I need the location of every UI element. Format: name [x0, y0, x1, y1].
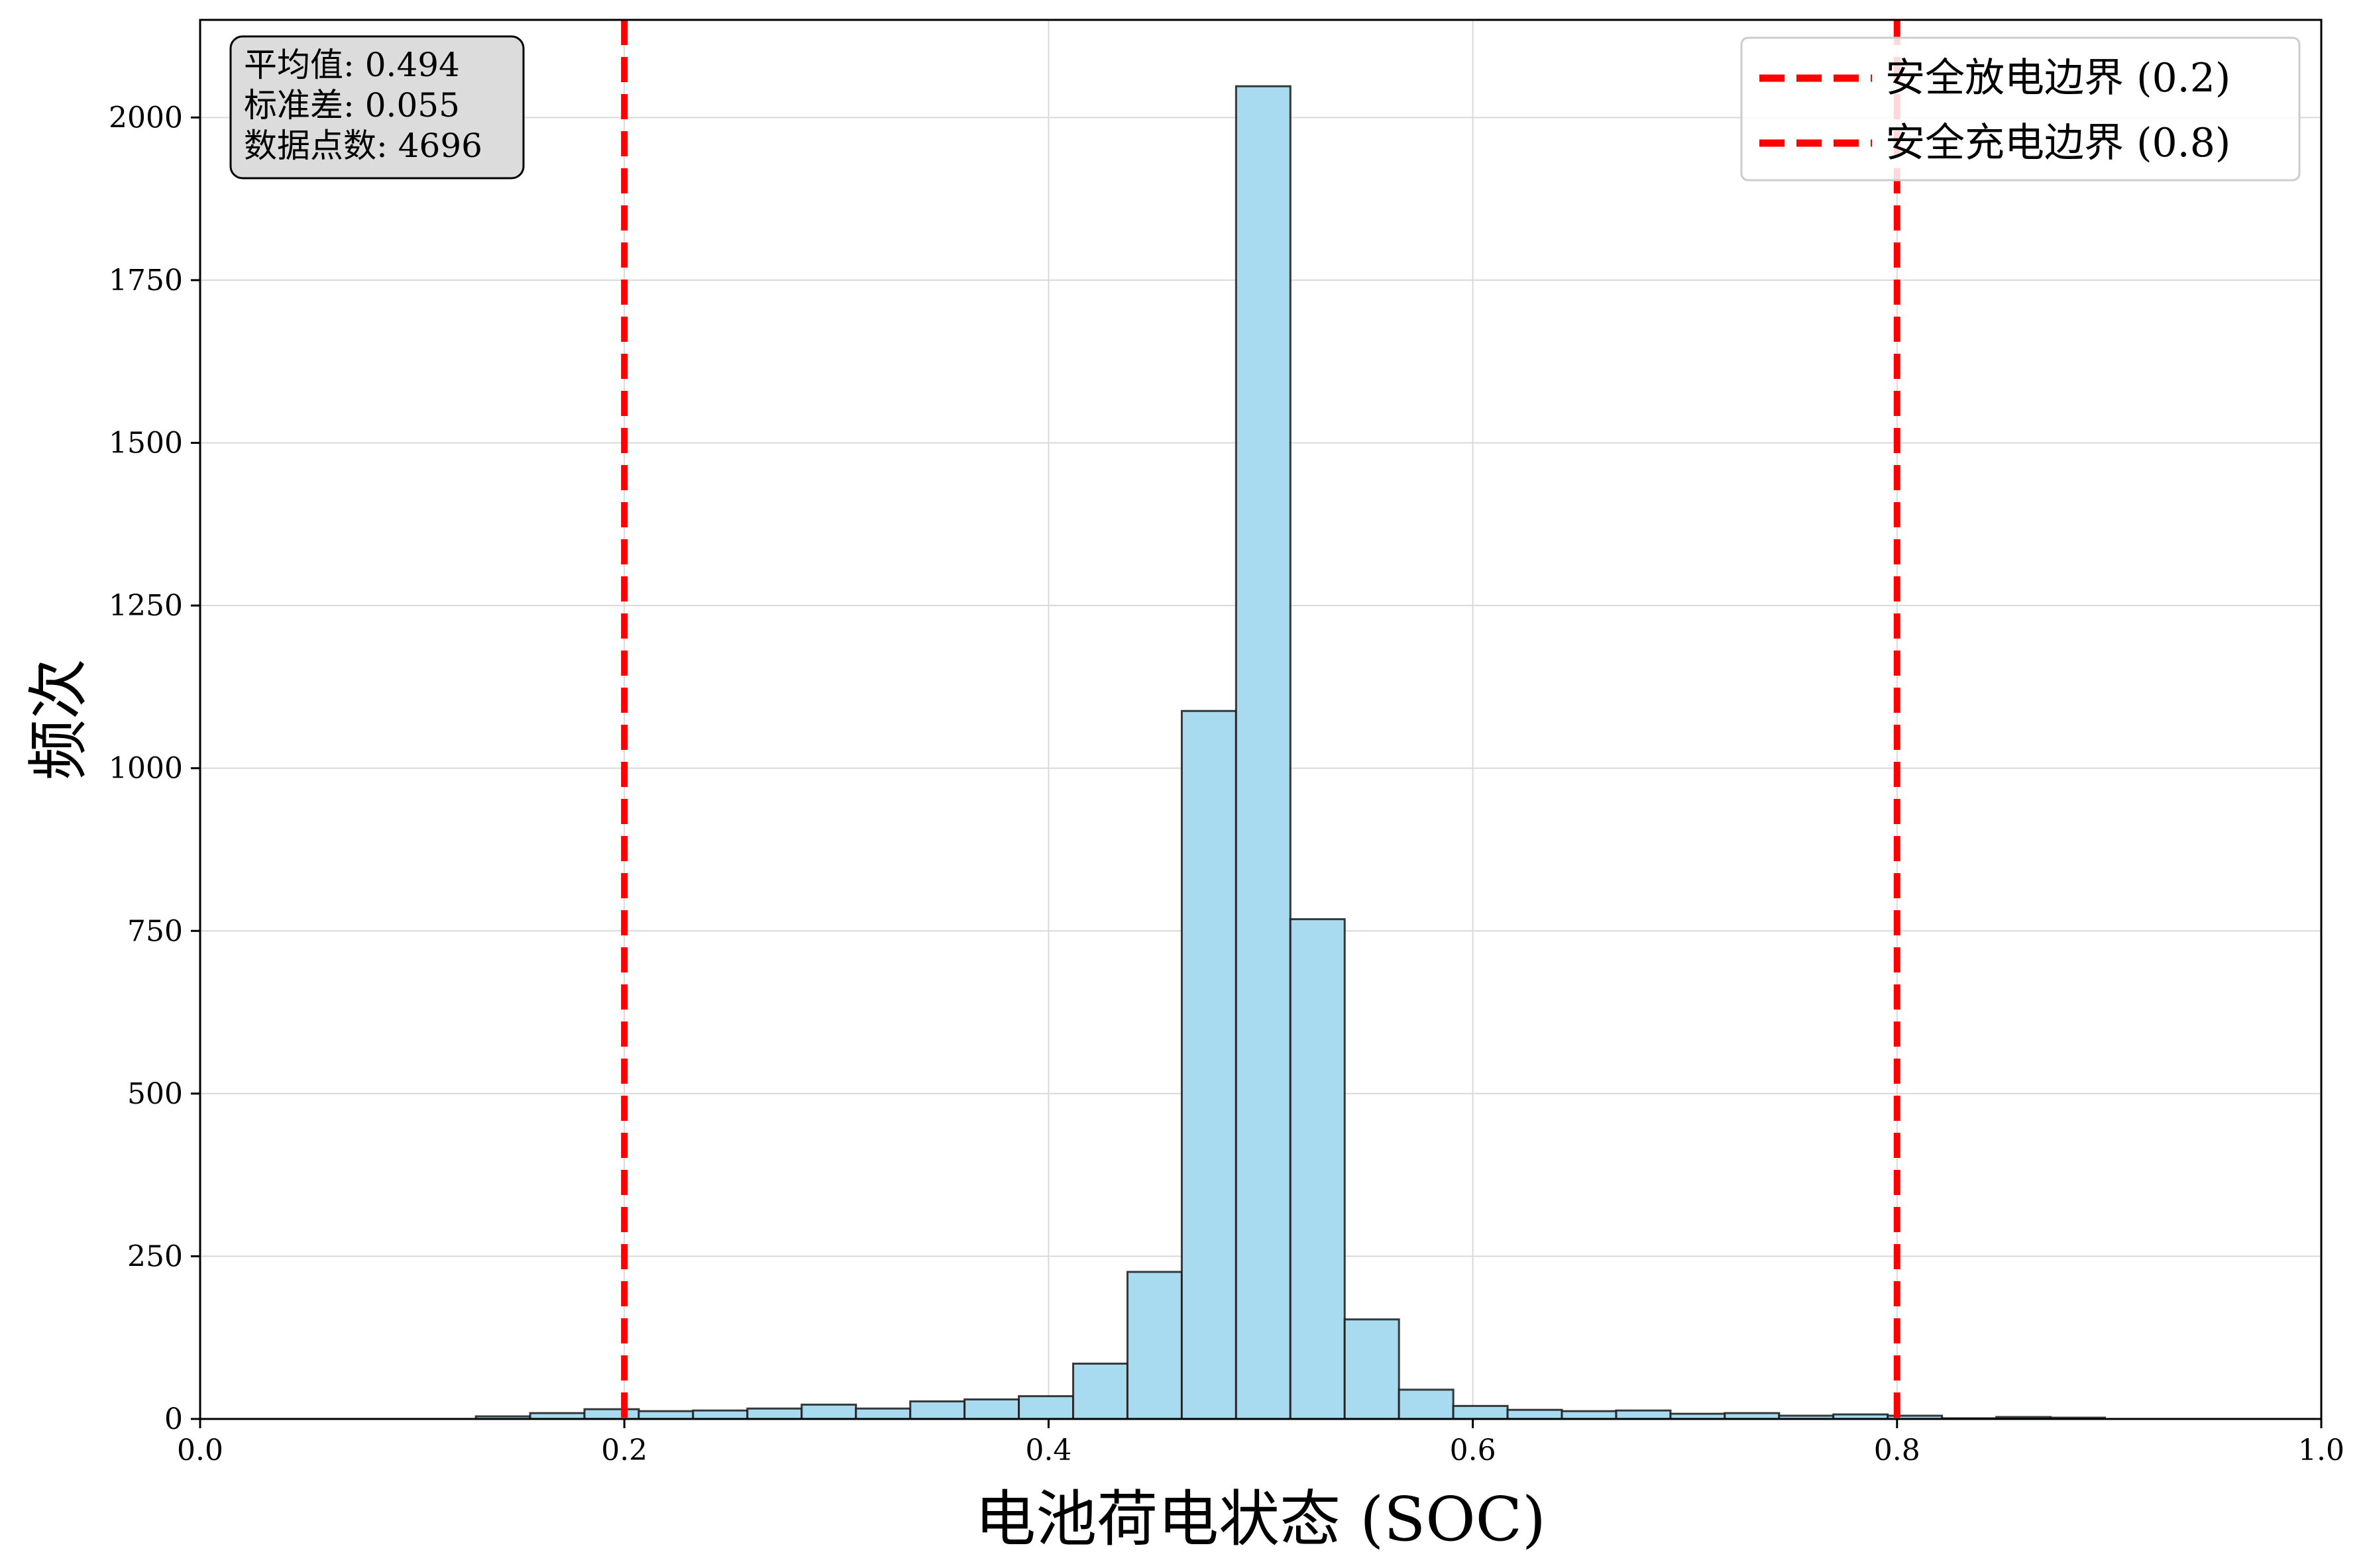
stats-std: 标准差: 0.055 — [244, 86, 460, 125]
stats-box-background — [229, 35, 525, 180]
histogram-bar — [1561, 1410, 1618, 1420]
y-axis-ticks: 0 250 500 750 1000 1250 1500 1750 2000 — [109, 101, 200, 1436]
histogram-bar — [1072, 1363, 1128, 1420]
histogram-bar — [1180, 709, 1237, 1420]
histogram-bar — [1506, 1408, 1563, 1420]
y-tick-label: 250 — [127, 1239, 183, 1273]
y-tick-label: 1500 — [109, 427, 183, 460]
y-tick-label: 750 — [127, 914, 183, 948]
legend-label-discharge: 安全放电边界 (0.2) — [1885, 55, 2230, 101]
x-tick-label: 0.6 — [1450, 1434, 1496, 1467]
x-tick-label: 0.4 — [1025, 1434, 1072, 1467]
histogram-bar — [800, 1403, 857, 1420]
histogram-bar — [909, 1400, 966, 1420]
y-tick-label: 1250 — [109, 589, 183, 623]
y-axis-title: 频次 — [23, 658, 94, 780]
histogram-bar — [1289, 918, 1346, 1420]
histogram-bar — [1452, 1404, 1509, 1420]
stats-mean: 平均值: 0.494 — [244, 46, 460, 84]
y-tick-label: 2000 — [109, 101, 183, 134]
y-tick-label: 0 — [164, 1402, 183, 1436]
stats-count: 数据点数: 4696 — [244, 127, 482, 165]
histogram-bar — [1126, 1271, 1183, 1420]
histogram-bar — [692, 1409, 749, 1420]
legend-frame — [1740, 36, 2301, 182]
x-tick-label: 0.0 — [177, 1434, 223, 1467]
histogram-bar — [1343, 1318, 1400, 1420]
legend-label-charge: 安全充电边界 (0.8) — [1885, 120, 2230, 166]
histogram-bar — [1615, 1409, 1672, 1420]
y-tick-label: 500 — [127, 1077, 183, 1111]
plot-area-frame — [199, 19, 2323, 1420]
histogram-bar — [637, 1410, 694, 1420]
x-tick-label: 0.8 — [1874, 1434, 1920, 1467]
stats-box: 平均值: 0.494 标准差: 0.055 数据点数: 4696 — [229, 35, 525, 180]
histogram-bar — [583, 1408, 640, 1420]
x-tick-label: 1.0 — [2298, 1434, 2344, 1467]
legend: 安全放电边界 (0.2) 安全充电边界 (0.8) — [1740, 36, 2301, 182]
reference-lines — [621, 20, 1900, 1419]
histogram-bar — [746, 1407, 803, 1420]
histogram-bar — [963, 1398, 1020, 1420]
histogram-bar — [1235, 85, 1292, 1420]
x-axis-title: 电池荷电状态 (SOC) — [975, 1484, 1546, 1555]
y-tick-label: 1000 — [109, 752, 183, 786]
histogram-bar — [1398, 1388, 1455, 1420]
y-tick-label: 1750 — [109, 264, 183, 297]
histogram-bar — [855, 1407, 912, 1420]
x-tick-label: 0.2 — [601, 1434, 647, 1467]
x-axis-ticks: 0.0 0.2 0.4 0.6 0.8 1.0 — [177, 1419, 2344, 1467]
histogram-bar — [1018, 1395, 1075, 1420]
